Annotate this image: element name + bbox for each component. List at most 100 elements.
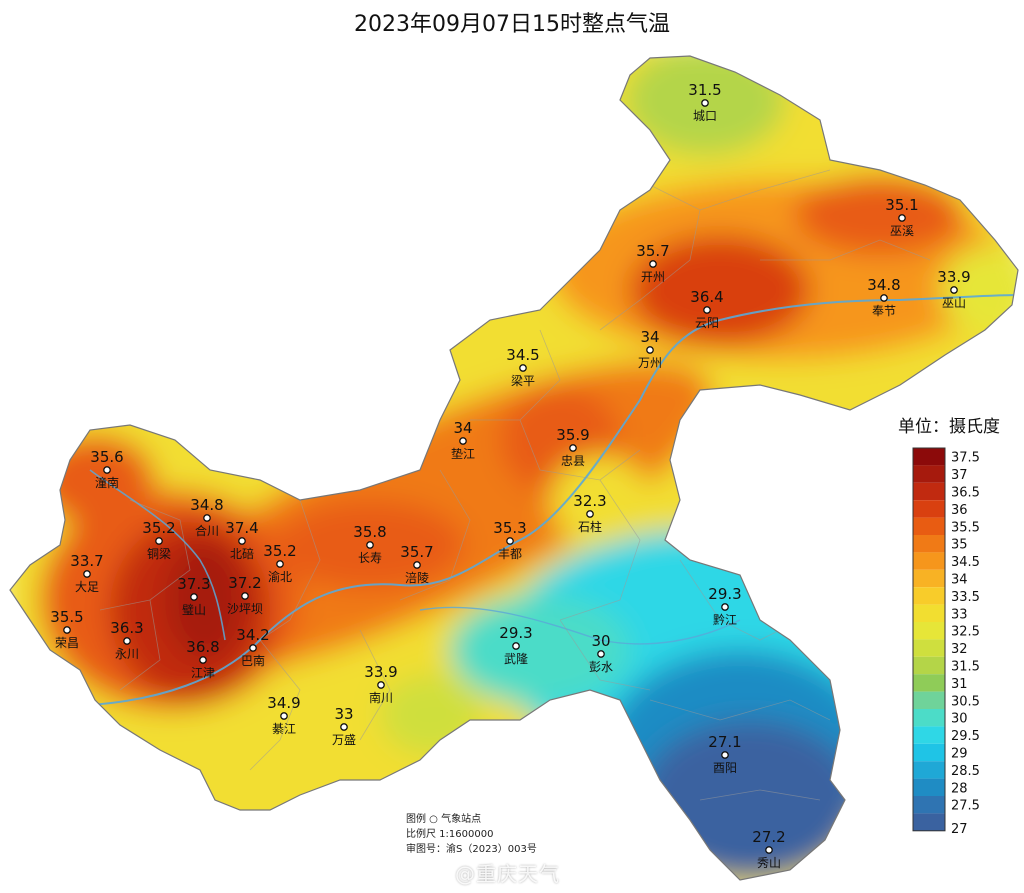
station-value: 37.2: [228, 574, 261, 592]
station-value: 34: [453, 419, 472, 437]
legend-label: 35.5: [951, 520, 980, 535]
station-name: 忠县: [561, 454, 585, 468]
legend-label: 37: [951, 468, 968, 483]
station-name: 万盛: [332, 732, 356, 747]
station-value: 37.3: [177, 575, 210, 593]
station-marker-icon: [276, 560, 284, 568]
station-marker-icon: [249, 644, 257, 652]
station-1: 35.1 巫溪: [885, 196, 918, 238]
station-name: 渝北: [268, 569, 292, 584]
legend-label: 27: [951, 822, 968, 837]
legend-swatch: [913, 778, 945, 796]
station-marker-icon: [586, 510, 594, 518]
station-8: 34 垫江: [451, 419, 475, 461]
station-name: 大足: [75, 580, 99, 594]
watermark-text: @重庆天气: [455, 862, 560, 886]
station-value: 35.9: [556, 426, 589, 444]
legend-swatch: [913, 761, 945, 779]
station-11: 35.6 潼南: [90, 448, 123, 490]
legend-label: 29.5: [951, 729, 980, 744]
station-0: 31.5 城口: [688, 81, 721, 123]
legend-frame: [912, 447, 946, 832]
legend-swatch: [913, 604, 945, 622]
station-name: 丰都: [498, 547, 522, 561]
station-name: 垫江: [451, 446, 475, 461]
station-marker-icon: [950, 286, 958, 294]
legend-swatch: [913, 639, 945, 657]
legend-label: 37.5: [951, 451, 980, 466]
legend-swatch: [913, 674, 945, 692]
legend-label: 32.5: [951, 625, 980, 640]
station-2: 35.7 开州: [636, 242, 669, 284]
station-5: 33.9 巫山: [937, 268, 970, 310]
station-name: 黔江: [713, 612, 737, 627]
station-marker-icon: [721, 603, 729, 611]
station-4: 34.8 奉节: [867, 276, 900, 318]
station-marker-icon: [241, 592, 249, 600]
station-name: 酉阳: [713, 761, 737, 775]
station-name: 武隆: [504, 651, 528, 666]
legend-swatch: [913, 552, 945, 570]
station-22: 35.5 荣昌: [50, 608, 83, 650]
county-boundaries: [99, 169, 931, 801]
station-marker-icon: [646, 346, 654, 354]
station-name: 荣昌: [55, 636, 79, 650]
station-value: 34: [640, 328, 659, 346]
footer-legend-line: 图例 ○ 气象站点: [406, 814, 482, 825]
station-31: 29.3 黔江: [708, 585, 741, 627]
legend-label: 31: [951, 677, 968, 692]
station-value: 35.1: [885, 196, 918, 214]
legend-swatch: [913, 517, 945, 535]
yangtze-river: [89, 294, 1018, 706]
map-title: 2023年09月07日15时整点气温: [354, 12, 670, 37]
station-33: 27.2 秀山: [752, 828, 785, 870]
legend-swatch: [913, 587, 945, 605]
station-value: 33.9: [364, 663, 397, 681]
station-value: 35.2: [263, 542, 296, 560]
station-value: 35.7: [400, 543, 433, 561]
station-marker-icon: [597, 650, 605, 658]
station-marker-icon: [649, 260, 657, 268]
wu-river: [419, 606, 741, 645]
station-marker-icon: [569, 444, 577, 452]
station-name: 铜梁: [147, 546, 171, 561]
station-marker-icon: [366, 541, 374, 549]
station-marker-icon: [413, 561, 421, 569]
station-value: 34.9: [267, 694, 300, 712]
station-9: 35.9 忠县: [556, 426, 589, 468]
station-value: 34.8: [190, 496, 223, 514]
station-name: 梁平: [511, 373, 535, 388]
station-value: 29.3: [499, 624, 532, 642]
station-marker-icon: [512, 642, 520, 650]
station-name: 巴南: [241, 653, 265, 668]
station-name: 涪陵: [405, 570, 429, 585]
legend-label: 36: [951, 503, 968, 518]
station-name: 云阳: [695, 316, 719, 330]
jialing-river: [89, 469, 226, 641]
station-19: 33.7 大足: [70, 552, 103, 594]
legend-swatch: [913, 482, 945, 501]
station-marker-icon: [377, 681, 385, 689]
legend-colorbar: 37.5 37 36.5 36 35.5 35 34.5 34 33.5 33 32.5 32 31.5…: [912, 447, 980, 837]
station-14: 37.4 北碚: [225, 519, 258, 561]
station-name: 长寿: [358, 551, 382, 565]
station-value: 27.2: [752, 828, 785, 846]
legend-swatch: [913, 535, 945, 553]
station-value: 36.4: [690, 288, 723, 306]
station-29: 29.3 武隆: [499, 624, 532, 666]
station-name: 綦江: [272, 722, 296, 736]
station-marker-icon: [155, 537, 163, 545]
station-value: 34.8: [867, 276, 900, 294]
legend-label: 30.5: [951, 694, 980, 709]
footer-scale-line: 比例尺 1:1600000: [406, 829, 494, 840]
station-marker-icon: [238, 537, 246, 545]
map-footer: 图例 ○ 气象站点 比例尺 1:1600000 审图号：渝S（2023）003号: [406, 812, 537, 857]
station-marker-icon: [765, 846, 773, 854]
station-marker-icon: [123, 637, 131, 645]
station-name: 璧山: [182, 602, 206, 617]
station-name: 彭水: [589, 660, 613, 674]
legend-label: 34: [951, 573, 968, 588]
station-value: 35.8: [353, 523, 386, 541]
station-30: 30 彭水: [589, 632, 613, 674]
station-name: 永川: [115, 647, 139, 661]
